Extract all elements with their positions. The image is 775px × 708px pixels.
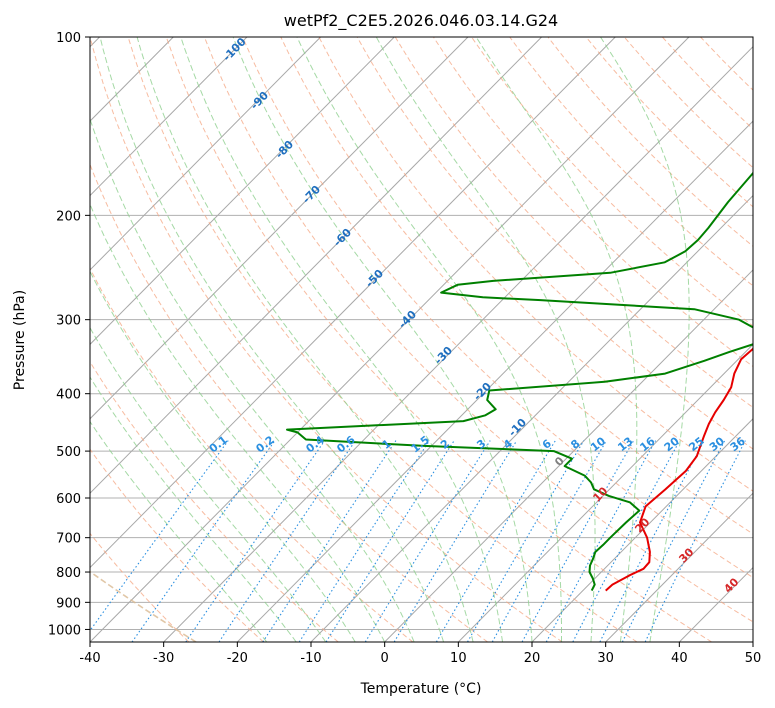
chart-title: wetPf2_C2E5.2026.046.03.14.G24	[284, 11, 558, 31]
y-tick-label: 100	[56, 31, 81, 46]
dry-adiabats	[90, 37, 753, 642]
dry-adiabat-highlight	[90, 570, 197, 642]
x-tick-label: 10	[450, 651, 467, 666]
dewpoint-line	[286, 171, 753, 592]
isotherm--60	[90, 37, 542, 494]
dry-adiabat-50	[203, 37, 753, 623]
isotherm-20	[531, 418, 753, 642]
isotherm-0	[384, 269, 753, 642]
dry-adiabat--30	[90, 532, 190, 642]
y-tick-label: 300	[56, 314, 81, 329]
plot-frame	[89, 36, 754, 643]
x-tick-label: -20	[227, 651, 248, 666]
moist-adiabat-32	[475, 37, 638, 642]
x-axis-ticks: -40 -30 -20 -10 0 10 20 30 40 50	[79, 642, 761, 666]
isotherm--90	[90, 37, 321, 271]
dry-adiabat--20	[90, 448, 264, 642]
dewpoint-profile	[286, 171, 753, 592]
moist-adiabat--4	[90, 270, 356, 642]
x-tick-label: -30	[153, 651, 174, 666]
mixing-ratio-6	[435, 440, 556, 642]
y-tick-label: 1000	[48, 623, 81, 638]
x-axis-label: Temperature (°C)	[360, 681, 482, 697]
mixing-ratio-0.1	[90, 440, 229, 632]
dry-adiabat-80	[318, 37, 753, 492]
x-tick-label: 0	[381, 651, 389, 666]
plot-area: 0.1 0.2 0.4 0.6 1 1.5 2 3 4 6 8 10 13 16 20 25 30 36-100-…	[90, 37, 753, 642]
mixing-ratio-10	[491, 440, 607, 642]
dry-adiabat-110	[432, 37, 753, 368]
y-tick-label: 500	[56, 445, 81, 460]
temperature-line	[605, 347, 753, 592]
mixing-ratio-1	[262, 440, 397, 642]
mixing-ratio-0.4	[185, 440, 326, 642]
y-tick-label: 900	[56, 596, 81, 611]
isotherm--30	[163, 46, 753, 642]
isotherm--80	[90, 37, 395, 346]
skewed-isotherms	[90, 37, 753, 642]
mixing-ratio-13	[521, 440, 635, 642]
mixing-ratio-36	[644, 440, 746, 642]
mixing-ratio-3	[364, 440, 491, 642]
moist-adiabat-20	[232, 37, 533, 642]
isotherm--70	[90, 37, 469, 420]
y-tick-label: 800	[56, 566, 81, 581]
x-tick-label: 20	[524, 651, 541, 666]
moist-adiabat-36	[600, 37, 690, 642]
moist-adiabat-8	[99, 37, 445, 642]
mixing-ratio-lines	[90, 440, 746, 642]
dry-adiabat-30	[127, 37, 638, 642]
isotherm-10	[457, 343, 753, 642]
temperature-profile	[605, 347, 753, 592]
x-tick-label: 40	[671, 651, 688, 666]
moist-adiabat-16	[180, 37, 503, 642]
dry-adiabat-90	[356, 37, 753, 450]
moist-adiabat--12	[90, 376, 297, 642]
isotherm-30	[605, 492, 753, 642]
dry-adiabat-70	[280, 37, 753, 535]
y-tick-label: 400	[56, 388, 81, 403]
isotherm--50	[90, 37, 616, 569]
moist-adiabat--8	[90, 326, 327, 642]
x-tick-label: -40	[79, 651, 100, 666]
y-axis-label: Pressure (hPa)	[12, 290, 28, 390]
isotherm--20	[236, 120, 753, 642]
isotherm--40	[90, 37, 690, 642]
dry-adiabat-10	[90, 163, 488, 642]
dry-adiabat-120	[471, 37, 753, 327]
y-tick-label: 200	[56, 209, 81, 224]
x-tick-label: -10	[300, 651, 321, 666]
mixing-ratio-16	[545, 440, 657, 642]
y-tick-label: 700	[56, 532, 81, 547]
mixing-ratio-1.5	[298, 440, 430, 642]
moist-adiabat-4	[90, 117, 415, 642]
moist-adiabat--16	[90, 420, 268, 642]
y-axis-ticks: 100 200 300 400 500 600 700 800 900 1000	[48, 31, 90, 638]
mixing-ratio-8	[467, 440, 585, 642]
x-tick-label: 30	[597, 651, 614, 666]
y-tick-label: 600	[56, 492, 81, 507]
isotherm--100	[90, 37, 248, 197]
moist-adiabat-0	[90, 203, 386, 642]
moist-adiabat-12	[136, 37, 474, 642]
moist-adiabat-24	[296, 37, 562, 642]
mixing-ratio-2	[325, 440, 455, 642]
dry-adiabat-40	[165, 37, 712, 642]
dry-adiabat-0	[90, 267, 414, 642]
mixing-ratio-0.6	[218, 440, 356, 642]
mixing-ratio-30	[621, 440, 726, 642]
mixing-ratio-4	[393, 440, 518, 642]
zero-isotherm	[90, 570, 197, 642]
x-tick-label: 50	[745, 651, 762, 666]
